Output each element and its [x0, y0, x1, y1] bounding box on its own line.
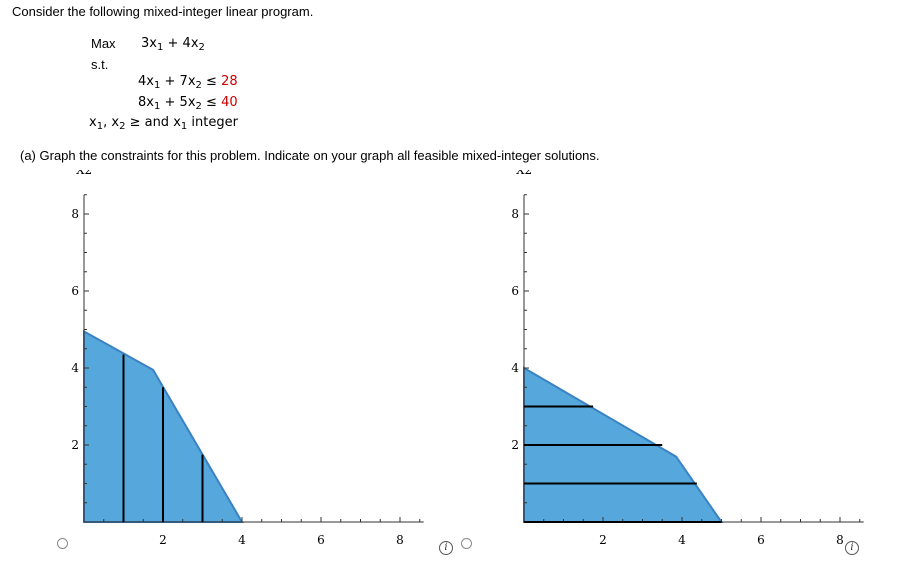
radio-button-option-1[interactable] — [57, 538, 68, 549]
y-tick-label: 4 — [511, 361, 519, 375]
radio-button-option-2[interactable] — [461, 538, 472, 549]
y-tick-label: 8 — [71, 207, 79, 221]
part-a-prompt: (a) Graph the constraints for this probl… — [20, 148, 600, 163]
constraint-1-rhs: 28 — [221, 74, 238, 89]
x-tick-label: 8 — [396, 533, 404, 547]
y-tick-label: 2 — [71, 438, 79, 452]
objective-function: 3x1 + 4x2 — [141, 36, 205, 53]
x-tick-label: 2 — [599, 533, 607, 547]
info-icon[interactable]: i — [439, 541, 453, 555]
constraint-2-rhs: 40 — [221, 95, 238, 110]
y-tick-label: 2 — [511, 438, 519, 452]
intro-text: Consider the following mixed-integer lin… — [12, 4, 314, 19]
max-label: Max — [91, 36, 116, 51]
x-tick-label: 2 — [159, 533, 167, 547]
y-tick-label: 8 — [511, 207, 519, 221]
info-icon[interactable]: i — [845, 541, 859, 555]
graph-option-2: 24682468X1X2 — [511, 170, 864, 547]
x-tick-label: 6 — [317, 533, 325, 547]
x-tick-label: 4 — [678, 533, 686, 547]
x-tick-label: 4 — [238, 533, 246, 547]
st-label: s.t. — [91, 57, 109, 72]
constraint-2: 8x1 + 5x2 ≤ 40 — [138, 95, 238, 112]
x-tick-label: 6 — [757, 533, 765, 547]
y-tick-label: 6 — [511, 284, 519, 298]
x-tick-label: 8 — [836, 533, 844, 547]
y-axis-label: X2 — [516, 170, 532, 177]
graph-option-1: 24682468X1X2 — [71, 170, 424, 547]
nonnegativity-constraint: x1, x2 ≥ and x1 integer — [89, 115, 238, 132]
constraint-1: 4x1 + 7x2 ≤ 28 — [138, 74, 238, 91]
y-tick-label: 4 — [71, 361, 79, 375]
y-axis-label: X2 — [76, 170, 92, 177]
y-tick-label: 6 — [71, 284, 79, 298]
